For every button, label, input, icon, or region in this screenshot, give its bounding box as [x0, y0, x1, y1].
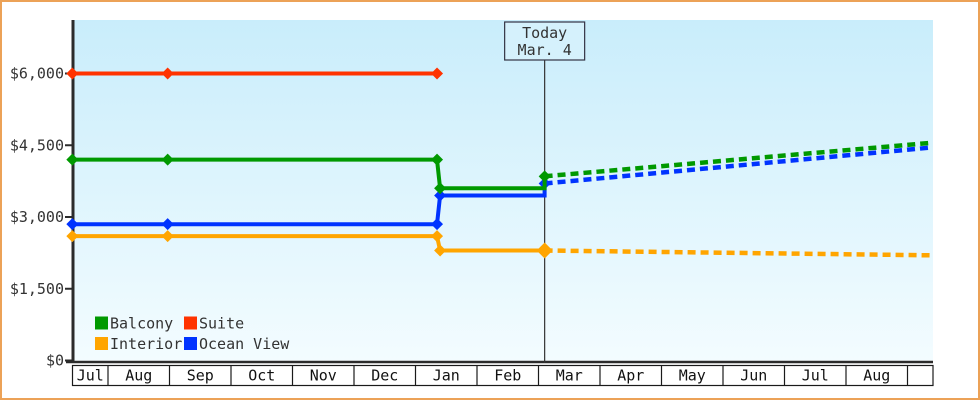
- legend-swatch-suite: [184, 316, 197, 330]
- data-point-balcony: [434, 182, 447, 195]
- data-point-suite: [161, 67, 174, 80]
- data-point-interior: [66, 230, 79, 243]
- x-axis-month-label: Nov: [310, 367, 337, 385]
- x-axis-month-label: Feb: [494, 367, 521, 385]
- legend-swatch-balcony: [95, 316, 108, 330]
- today-date-label: Mar. 4: [518, 41, 572, 59]
- y-axis-tick-label: $0: [46, 352, 64, 370]
- x-axis-month-label: Aug: [863, 367, 890, 385]
- legend-label: Ocean View: [199, 335, 290, 353]
- data-point-balcony: [538, 170, 551, 183]
- x-axis-month-label: Apr: [617, 367, 644, 385]
- data-point-interior: [536, 242, 553, 259]
- legend-swatch-interior: [95, 337, 108, 350]
- today-label: Today: [522, 24, 567, 42]
- y-axis-tick-label: $1,500: [10, 280, 64, 298]
- y-axis-tick-label: $4,500: [10, 136, 64, 154]
- data-point-suite: [66, 67, 79, 80]
- data-point-ocean-view: [431, 218, 444, 231]
- data-point-suite: [431, 67, 444, 80]
- x-axis-month-label: Aug: [125, 367, 152, 385]
- today-annotation-box: [504, 21, 586, 61]
- x-axis-month-label: May: [679, 367, 706, 385]
- x-axis-month-label: Mar: [556, 367, 583, 385]
- legend-label: Interior: [110, 335, 182, 353]
- x-axis-month-label: Dec: [371, 367, 398, 385]
- series-line-interior: [72, 234, 545, 253]
- y-axis-tick-label: $6,000: [10, 65, 64, 83]
- legend-label: Balcony: [110, 315, 173, 333]
- x-axis-month-label: Jul: [802, 367, 829, 385]
- month-axis-band: [71, 364, 934, 387]
- x-axis-month-label: Jul: [77, 367, 104, 385]
- data-point-ocean-view: [66, 218, 79, 231]
- data-point-balcony: [431, 153, 444, 166]
- y-axis-tick-label: $3,000: [10, 208, 64, 226]
- data-point-interior: [434, 244, 447, 257]
- data-point-balcony: [66, 153, 79, 166]
- x-axis-month-label: Jan: [433, 367, 460, 385]
- legend-label: Suite: [199, 315, 244, 333]
- x-axis-month-label: Oct: [248, 367, 275, 385]
- x-axis-month-label: Jun: [740, 367, 767, 385]
- x-axis-month-label: Sep: [187, 367, 214, 385]
- data-point-ocean-view: [434, 189, 447, 202]
- legend-swatch-ocean-view: [184, 337, 197, 350]
- data-point-ocean-view: [161, 218, 174, 231]
- data-point-interior: [161, 230, 174, 243]
- data-point-balcony: [161, 153, 174, 166]
- data-point-interior: [431, 230, 444, 243]
